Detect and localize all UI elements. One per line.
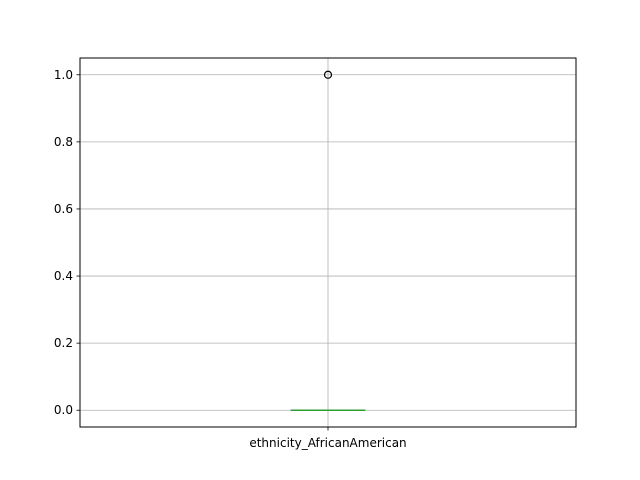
x-axis-ticks: ethnicity_AfricanAmerican [249,427,407,450]
y-tick-label: 0.8 [54,135,73,149]
y-tick-label: 0.4 [54,269,73,283]
y-tick-label: 1.0 [54,68,73,82]
y-tick-label: 0.0 [54,403,73,417]
x-tick-label: ethnicity_AfricanAmerican [249,436,406,450]
box-plot [290,70,366,411]
outlier-point [323,70,333,79]
y-axis-ticks: 0.0 0.2 0.4 0.6 0.8 1.0 [54,68,80,417]
y-tick-label: 0.2 [54,336,73,350]
y-tick-label: 0.6 [54,202,73,216]
grid-lines [80,58,576,427]
